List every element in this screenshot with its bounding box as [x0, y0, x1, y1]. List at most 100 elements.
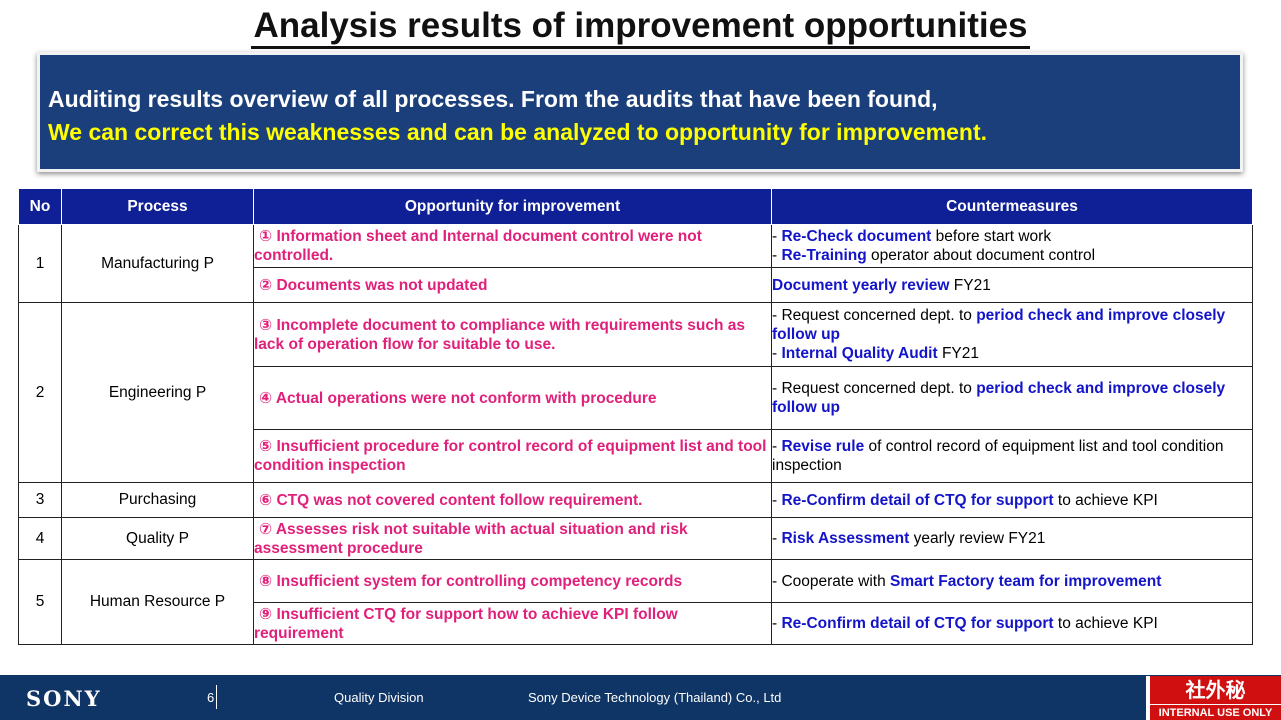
footer-bar: SONY 6 Quality Division Sony Device Tech… — [0, 675, 1281, 720]
opportunity-number: ④ — [259, 389, 273, 407]
opportunity-cell: ⑨ Insufficient CTQ for support how to ac… — [253, 602, 772, 645]
opportunity-text: Insufficient system for controlling comp… — [276, 572, 683, 590]
opportunity-cell: ⑤ Insufficient procedure for control rec… — [253, 429, 772, 483]
summary-banner: Auditing results overview of all process… — [37, 52, 1243, 172]
cm-bold: Revise rule — [781, 438, 865, 455]
row-process: Human Resource P — [61, 559, 254, 645]
header-process: Process — [61, 188, 254, 225]
footer-divider — [216, 685, 217, 709]
cm-bold: Internal Quality Audit — [781, 345, 938, 362]
table-row: ⑤ Insufficient procedure for control rec… — [19, 429, 1253, 483]
opportunity-cell: ① Information sheet and Internal documen… — [253, 224, 772, 268]
opportunity-number: ⑥ — [259, 491, 273, 509]
cm-bold: period check and improve closely follow … — [772, 307, 1226, 343]
countermeasure-cell: - Re-Confirm detail of CTQ for support t… — [771, 482, 1253, 518]
opportunity-cell: ② Documents was not updated — [253, 267, 772, 303]
countermeasure-cell: - Re-Check document before start work - … — [771, 224, 1253, 268]
banner-line-2: We can correct this weaknesses and can b… — [48, 119, 987, 145]
improvement-table: No Process Opportunity for improvement C… — [18, 188, 1253, 645]
table-row: ⑨ Insufficient CTQ for support how to ac… — [19, 602, 1253, 645]
cm-text: Cooperate with — [781, 572, 891, 590]
header-countermeasures: Countermeasures — [771, 188, 1253, 225]
opportunity-text: Documents was not updated — [276, 276, 488, 294]
cm-text: to achieve KPI — [1053, 491, 1158, 509]
slide-title-text: Analysis results of improvement opportun… — [251, 6, 1030, 49]
cm-text: before start work — [931, 228, 1052, 245]
countermeasure-line: - Internal Quality Audit FY21 — [772, 345, 979, 362]
cm-bold: period check and improve closely follow … — [772, 380, 1226, 416]
row-no: 1 — [18, 224, 62, 303]
cm-text: Request concerned dept. to — [781, 380, 977, 397]
opportunity-text: Actual operations were not conform with … — [275, 389, 657, 407]
table-row: ② Documents was not updated Document yea… — [19, 267, 1253, 303]
table-row: 2 Engineering P ③ Incomplete document to… — [18, 302, 1253, 483]
opportunity-cell: ⑥ CTQ was not covered content follow req… — [253, 482, 772, 518]
cm-text: yearly review FY21 — [909, 530, 1046, 547]
opportunity-cell: ⑧ Insufficient system for controlling co… — [253, 559, 772, 603]
row-no: 3 — [18, 482, 62, 518]
cm-bold: Re-Confirm detail of CTQ for support — [781, 615, 1054, 632]
countermeasure-cell: - Revise rule of control record of equip… — [771, 429, 1253, 483]
opportunity-number: ① — [259, 228, 273, 245]
row-process: Purchasing — [61, 482, 254, 518]
countermeasure-line: - Request concerned dept. to period chec… — [772, 307, 1226, 343]
countermeasure-cell: Document yearly review FY21 — [771, 267, 1253, 303]
confidential-jp: 社外秘 — [1150, 676, 1281, 704]
countermeasure-line: - Re-Training operator about document co… — [772, 247, 1096, 264]
row-no: 4 — [18, 517, 62, 560]
opportunity-text: Insufficient procedure for control recor… — [254, 438, 767, 474]
cm-text: FY21 — [949, 276, 991, 294]
row-process: Manufacturing P — [61, 224, 254, 303]
sony-logo: SONY — [26, 686, 102, 711]
opportunity-number: ⑦ — [259, 520, 273, 538]
countermeasure-cell: - Request concerned dept. to period chec… — [771, 366, 1253, 430]
opportunity-cell: ③ Incomplete document to compliance with… — [253, 302, 772, 367]
countermeasure-cell: - Risk Assessment yearly review FY21 — [771, 517, 1253, 560]
opportunity-number: ⑤ — [259, 438, 273, 455]
cm-bold: Risk Assessment — [781, 530, 910, 547]
table-row: 4 Quality P ⑦ Assesses risk not suitable… — [18, 517, 1253, 560]
row-no: 2 — [18, 302, 62, 483]
opportunity-text: CTQ was not covered content follow requi… — [276, 491, 643, 509]
header-opportunity: Opportunity for improvement — [253, 188, 772, 225]
cm-bold: Re-Training — [781, 247, 867, 264]
confidential-stamp: 社外秘 INTERNAL USE ONLY — [1146, 676, 1281, 720]
table-row: 1 Manufacturing P ① Information sheet an… — [18, 224, 1253, 303]
table-row: ④ Actual operations were not conform wit… — [19, 366, 1253, 430]
opportunity-number: ⑧ — [259, 572, 273, 590]
countermeasure-cell: - Re-Confirm detail of CTQ for support t… — [771, 602, 1253, 645]
opportunity-number: ③ — [259, 316, 273, 334]
opportunity-number: ② — [259, 276, 273, 294]
opportunity-text: Information sheet and Internal document … — [254, 228, 702, 264]
cm-text: to achieve KPI — [1053, 615, 1158, 632]
cm-bold: Document yearly review — [772, 276, 950, 294]
header-no: No — [18, 188, 62, 225]
countermeasure-cell: - Request concerned dept. to period chec… — [771, 302, 1253, 367]
row-no: 5 — [18, 559, 62, 645]
cm-text: operator about document control — [866, 247, 1096, 264]
cm-bold: Re-Check document — [781, 228, 932, 245]
opportunity-text: Assesses risk not suitable with actual s… — [254, 520, 688, 557]
cm-text: FY21 — [937, 345, 979, 362]
cm-text: of control record of equipment list and … — [772, 438, 1224, 474]
opportunity-text: Incomplete document to compliance with r… — [254, 316, 745, 353]
banner-line-1: Auditing results overview of all process… — [48, 86, 938, 112]
countermeasure-line: - Re-Check document before start work — [772, 228, 1052, 245]
cm-bold: Smart Factory team for improvement — [890, 572, 1162, 590]
opportunity-cell: ④ Actual operations were not conform wit… — [253, 366, 772, 430]
table-row: 3 Purchasing ⑥ CTQ was not covered conte… — [18, 482, 1253, 518]
page-number: 6 — [207, 690, 215, 705]
row-process: Quality P — [61, 517, 254, 560]
table-row: 5 Human Resource P ⑧ Insufficient system… — [18, 559, 1253, 645]
opportunity-number: ⑨ — [259, 605, 273, 623]
countermeasure-cell: - Cooperate with Smart Factory team for … — [771, 559, 1253, 603]
row-process: Engineering P — [61, 302, 254, 483]
division-name: Quality Division — [334, 690, 424, 705]
slide-title: Analysis results of improvement opportun… — [0, 6, 1281, 49]
confidential-en: INTERNAL USE ONLY — [1150, 704, 1281, 720]
cm-text: Request concerned dept. to — [781, 307, 977, 324]
table-header-row: No Process Opportunity for improvement C… — [18, 188, 1253, 225]
opportunity-text: Insufficient CTQ for support how to achi… — [254, 605, 678, 642]
company-name: Sony Device Technology (Thailand) Co., L… — [528, 690, 782, 705]
opportunity-cell: ⑦ Assesses risk not suitable with actual… — [253, 517, 772, 560]
